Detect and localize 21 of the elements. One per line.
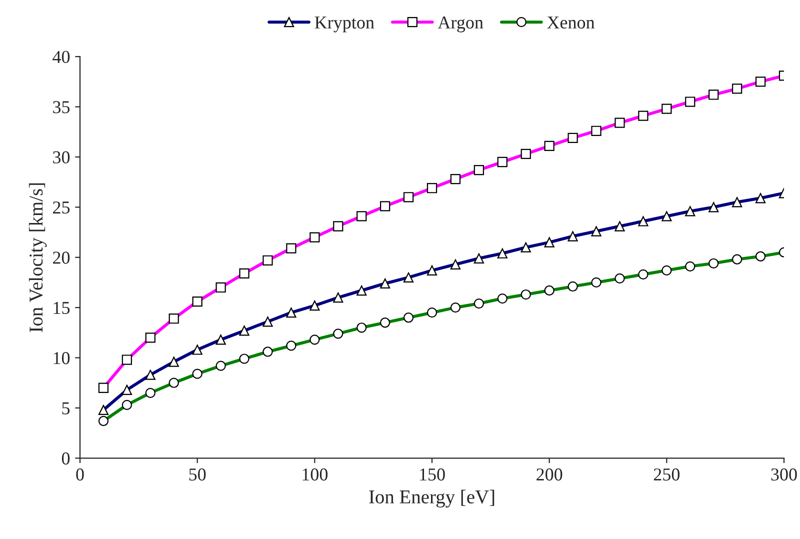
y-tick-label: 10 (54, 352, 70, 364)
y-tick-label: 15 (54, 302, 70, 314)
x-tick-label: 150 (420, 468, 445, 481)
y-tick-label: 0 (62, 452, 70, 465)
x-axis-title: Ion Energy [eV] (369, 490, 494, 508)
legend-label: Xenon (547, 16, 595, 29)
y-tick-label: 40 (52, 50, 70, 64)
y-tick-label: 35 (53, 101, 70, 114)
x-tick-label: 0 (76, 468, 84, 481)
x-tick-label: 50 (189, 468, 206, 481)
legend-label: Argon (438, 16, 484, 32)
x-tick-label: 200 (536, 468, 562, 481)
y-tick-label: 20 (53, 252, 70, 264)
x-tick-label: 300 (771, 468, 797, 481)
x-tick-label: 100 (302, 468, 328, 481)
legend-label: Krypton (314, 16, 374, 32)
y-tick-label: 25 (53, 201, 70, 214)
y-tick-label: 30 (53, 151, 70, 164)
x-tick-label: 250 (654, 468, 680, 481)
y-axis-title: Ion Velocity [km/s] (28, 183, 47, 332)
y-tick-label: 5 (62, 402, 70, 414)
